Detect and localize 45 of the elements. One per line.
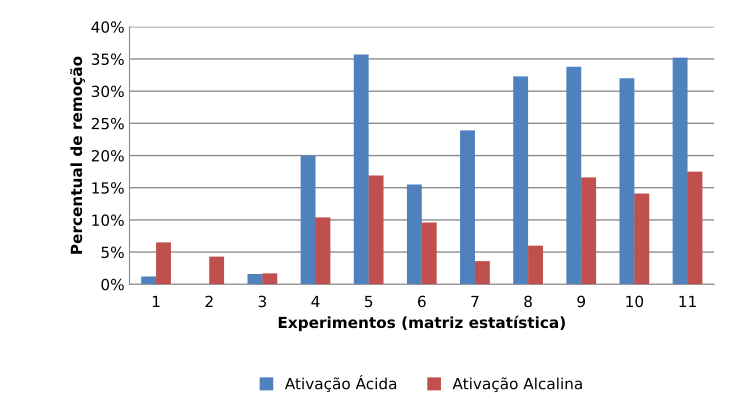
bar [620,78,634,284]
y-tick-label: 35% [92,53,124,65]
y-axis-title: Percentual de remoção [70,56,85,254]
x-tick-label: 3 [258,296,266,308]
x-tick-label: 1 [152,296,160,307]
x-tick-label: 6 [418,296,426,308]
bar [209,256,224,284]
x-tick-label: 8 [524,296,532,308]
x-tick-label: 4 [311,296,320,307]
bar [474,261,490,284]
bar [634,194,650,284]
bar [460,130,475,284]
x-axis-title: Experimentos (matriz estatística) [278,316,565,332]
legend-label: Ativação Alcalina [452,377,582,392]
y-tick-label: 25% [92,118,124,130]
bar [581,177,596,284]
x-tick-label: 5 [364,296,372,308]
y-tick-label: 40% [91,21,124,33]
x-tick-label: 10 [626,296,644,308]
bar [672,58,688,284]
bar [566,66,582,284]
y-tick-label: 30% [92,86,124,98]
y-tick-label: 5% [102,246,124,258]
x-tick-label: 7 [471,296,478,307]
bar [316,217,330,284]
bar [141,276,156,284]
y-tick-label: 15% [92,182,124,194]
bar [247,274,262,284]
bar [406,184,422,284]
x-tick-label: 2 [205,296,213,307]
bar [300,156,316,284]
x-tick-label: 9 [577,296,586,308]
bar [354,54,369,284]
bar [688,172,702,284]
y-tick-label: 20% [92,150,124,162]
bar [528,246,543,284]
x-tick-label: 11 [679,296,696,307]
legend-label: Ativação Ácida [284,375,396,392]
bar [262,273,278,284]
y-tick-label: 10% [92,214,124,226]
bar [422,222,437,284]
y-tick-label: 0% [101,278,124,290]
bar [156,242,171,284]
bar [513,76,528,284]
bar [368,175,384,284]
